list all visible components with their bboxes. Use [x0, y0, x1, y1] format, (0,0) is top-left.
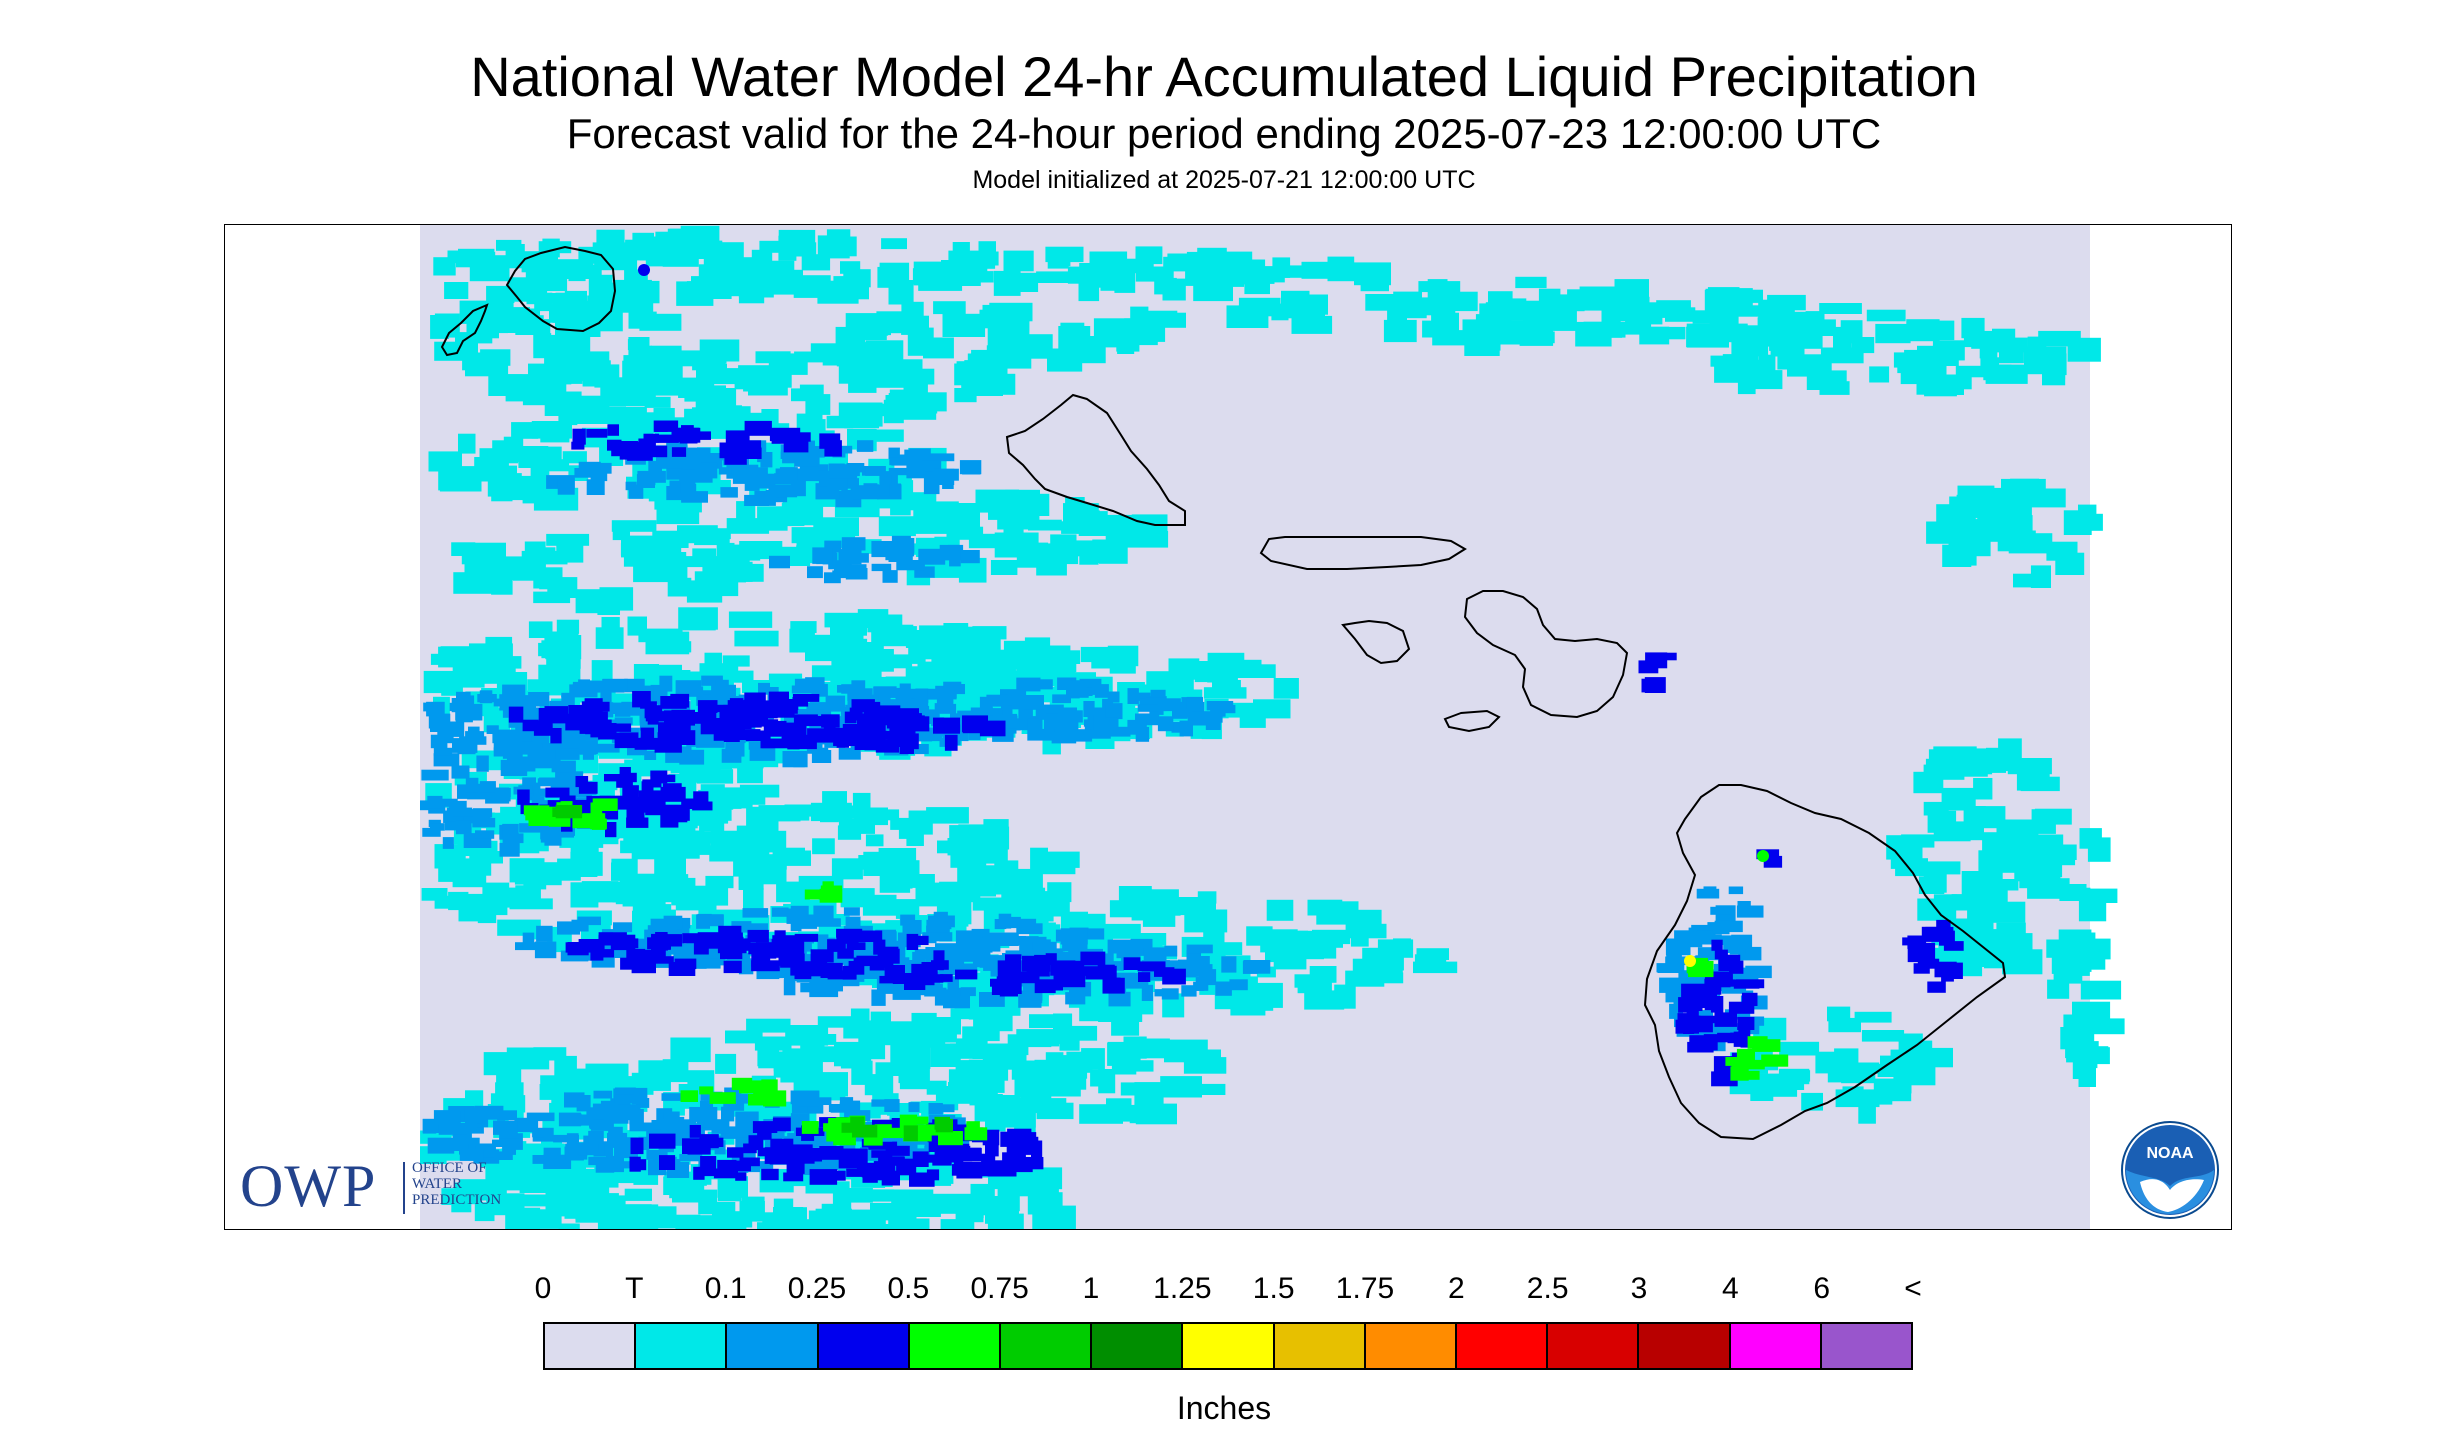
island-lanai	[1341, 619, 1411, 665]
legend-tick-label: 0	[534, 1272, 552, 1305]
legend-swatch-7	[1183, 1324, 1275, 1368]
noaa-logo-text: NOAA	[2146, 1145, 2194, 1162]
legend-swatch-14	[1821, 1324, 1912, 1368]
island-kahoolawe	[1443, 709, 1501, 733]
legend-tick-label: 0.1	[704, 1272, 747, 1305]
legend-swatch-4	[909, 1324, 1002, 1368]
legend-swatch-10	[1457, 1324, 1549, 1368]
legend-swatch-1	[636, 1324, 728, 1368]
island-kauai	[505, 245, 617, 333]
legend-swatch-12	[1639, 1324, 1731, 1368]
map-subtitle: Forecast valid for the 24-hour period en…	[566, 110, 1882, 157]
legend-tick-label: 1	[1082, 1272, 1100, 1305]
legend-tick-label: 6	[1813, 1272, 1830, 1305]
map-title: National Water Model 24-hr Accumulated L…	[470, 45, 1978, 108]
legend-tick-label: T	[625, 1272, 644, 1305]
owp-logo: OWP OFFICE OF WATER PREDICTION	[240, 1156, 560, 1216]
legend-swatch-5	[1001, 1324, 1093, 1368]
coastlines	[440, 245, 2007, 1141]
legend-swatch-3	[818, 1324, 910, 1368]
legend-swatch-11	[1548, 1324, 1640, 1368]
island-molokai	[1259, 536, 1467, 570]
precipitation-field	[420, 225, 2125, 1229]
island-niihau	[440, 303, 489, 357]
legend-tick-label: 1.5	[1252, 1272, 1295, 1305]
island-hawaii	[1643, 784, 2007, 1141]
legend-tick-label: 1.75	[1335, 1272, 1395, 1305]
legend-tick-label: 0.5	[887, 1272, 930, 1305]
owp-line-2: WATER	[412, 1176, 462, 1192]
model-init-text: Model initialized at 2025-07-21 12:00:00…	[972, 166, 1476, 194]
precipitation-map	[224, 224, 2232, 1230]
island-oahu	[1005, 393, 1186, 526]
owp-logo-text: OWP	[240, 1153, 377, 1219]
legend-swatch-6	[1092, 1324, 1184, 1368]
color-legend	[543, 1322, 1913, 1370]
legend-tick-label: 0.75	[970, 1272, 1029, 1305]
legend-tick-label: 2	[1447, 1272, 1465, 1305]
legend-tick-label: <	[1904, 1272, 1922, 1305]
owp-logo-subtext: OFFICE OF WATER PREDICTION	[412, 1160, 562, 1208]
legend-swatch-8	[1274, 1324, 1366, 1368]
island-maui	[1463, 590, 1629, 719]
legend-units: Inches	[1176, 1390, 1272, 1426]
legend-tick-label: 3	[1630, 1272, 1648, 1305]
legend-tick-label: 1.25	[1153, 1272, 1212, 1305]
legend-tick-label: 2.5	[1526, 1272, 1569, 1305]
legend-tick-label: 4	[1721, 1272, 1739, 1305]
noaa-logo-icon: NOAA	[2121, 1121, 2219, 1219]
legend-swatch-13	[1730, 1324, 1822, 1368]
owp-line-1: OFFICE OF	[412, 1160, 487, 1176]
owp-logo-divider	[403, 1162, 405, 1214]
legend-swatch-2	[727, 1324, 819, 1368]
legend-swatch-0	[545, 1324, 637, 1368]
map-canvas	[420, 225, 2125, 1229]
owp-line-3: PREDICTION	[412, 1192, 502, 1208]
legend-swatch-9	[1365, 1324, 1458, 1368]
legend-tick-label: 0.25	[787, 1272, 847, 1305]
